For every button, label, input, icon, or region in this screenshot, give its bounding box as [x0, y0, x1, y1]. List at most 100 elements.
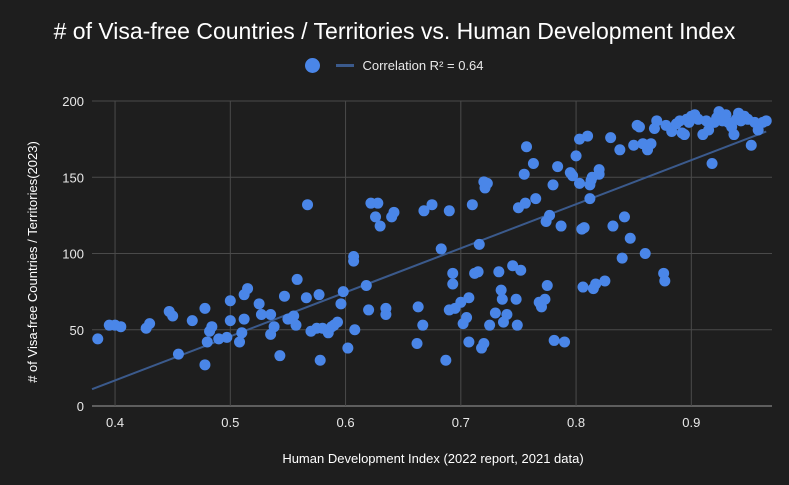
data-point	[496, 293, 508, 305]
data-point	[478, 337, 490, 349]
data-point	[570, 150, 582, 162]
x-tick-label: 0.6	[337, 415, 355, 430]
data-point	[484, 319, 496, 331]
data-point	[411, 337, 423, 349]
data-point	[706, 158, 718, 170]
y-tick-label: 50	[70, 323, 84, 338]
data-point	[199, 302, 211, 314]
data-point	[92, 333, 104, 345]
data-point	[530, 193, 542, 205]
data-point	[574, 177, 586, 189]
data-point	[495, 284, 507, 296]
data-point	[335, 298, 347, 310]
legend-line-icon	[336, 64, 355, 67]
data-point	[455, 296, 467, 308]
data-point	[242, 283, 254, 295]
data-point	[547, 179, 559, 191]
data-point	[703, 124, 715, 136]
data-point	[388, 206, 400, 218]
data-point	[342, 342, 354, 354]
data-point	[224, 315, 236, 327]
data-point	[435, 243, 447, 255]
y-axis-title: # of Visa-free Countries / Territories(2…	[25, 141, 40, 383]
data-point	[221, 331, 233, 343]
data-point	[527, 158, 539, 170]
data-point	[548, 334, 560, 346]
data-point	[541, 280, 553, 292]
y-tick-label: 150	[62, 170, 84, 185]
legend-item-trendline: Correlation R² = 0.64	[336, 58, 484, 73]
data-point	[578, 222, 590, 234]
data-point	[314, 354, 326, 366]
data-point	[463, 292, 475, 304]
data-point	[447, 278, 459, 290]
data-point	[645, 138, 657, 150]
data-point	[519, 197, 531, 209]
data-point	[265, 309, 277, 320]
data-point	[372, 197, 384, 209]
legend-item-points	[305, 58, 321, 73]
data-points	[92, 106, 772, 371]
data-point	[473, 238, 485, 250]
data-point	[236, 327, 248, 339]
data-point	[659, 275, 671, 287]
data-point	[201, 336, 213, 348]
data-point	[577, 281, 589, 293]
data-point	[199, 359, 211, 371]
data-point	[628, 139, 640, 151]
data-point	[539, 293, 551, 305]
data-point	[238, 313, 250, 325]
data-point	[555, 220, 567, 232]
x-tick-label: 0.8	[567, 415, 585, 430]
grid	[92, 100, 772, 407]
legend: Correlation R² = 0.64	[0, 58, 789, 73]
y-tick-label: 200	[62, 94, 84, 109]
data-point	[728, 129, 740, 141]
data-point	[678, 129, 690, 141]
y-tick-label: 0	[77, 399, 84, 414]
data-point	[590, 278, 602, 290]
data-point	[144, 318, 156, 330]
data-point	[412, 301, 424, 313]
data-point	[515, 264, 527, 276]
data-point	[186, 315, 198, 327]
data-point	[639, 248, 651, 259]
data-point	[461, 312, 473, 324]
data-point	[253, 298, 265, 310]
data-point	[288, 310, 300, 322]
data-point	[374, 220, 386, 232]
x-tick-label: 0.7	[452, 415, 470, 430]
data-point	[582, 130, 594, 142]
data-point	[418, 205, 430, 217]
data-point	[567, 170, 579, 182]
data-point	[348, 255, 360, 267]
data-point	[363, 304, 375, 316]
data-point	[614, 144, 626, 156]
data-point	[167, 310, 179, 322]
data-point	[501, 309, 513, 320]
x-tick-label: 0.4	[106, 415, 124, 430]
x-tick-label: 0.9	[682, 415, 700, 430]
data-point	[331, 316, 343, 328]
data-point	[651, 115, 663, 127]
trendline	[91, 130, 767, 391]
data-point	[268, 321, 280, 333]
chart-title: # of Visa-free Countries / Territories v…	[53, 18, 736, 44]
data-point	[760, 115, 772, 127]
data-point	[521, 141, 533, 153]
data-point	[544, 209, 556, 221]
data-point	[605, 132, 617, 144]
x-tick-label: 0.5	[221, 415, 239, 430]
data-point	[493, 266, 505, 278]
data-point	[370, 211, 382, 223]
data-point	[278, 290, 290, 302]
data-point	[599, 275, 611, 287]
data-point	[624, 232, 636, 244]
data-point	[593, 164, 605, 176]
data-point	[489, 307, 501, 319]
data-point	[616, 252, 628, 264]
data-point	[518, 168, 530, 180]
data-point	[274, 350, 286, 362]
y-tick-label: 100	[62, 247, 84, 262]
x-axis: 0.4 0.5 0.6 0.7 0.8 0.9	[106, 415, 700, 430]
